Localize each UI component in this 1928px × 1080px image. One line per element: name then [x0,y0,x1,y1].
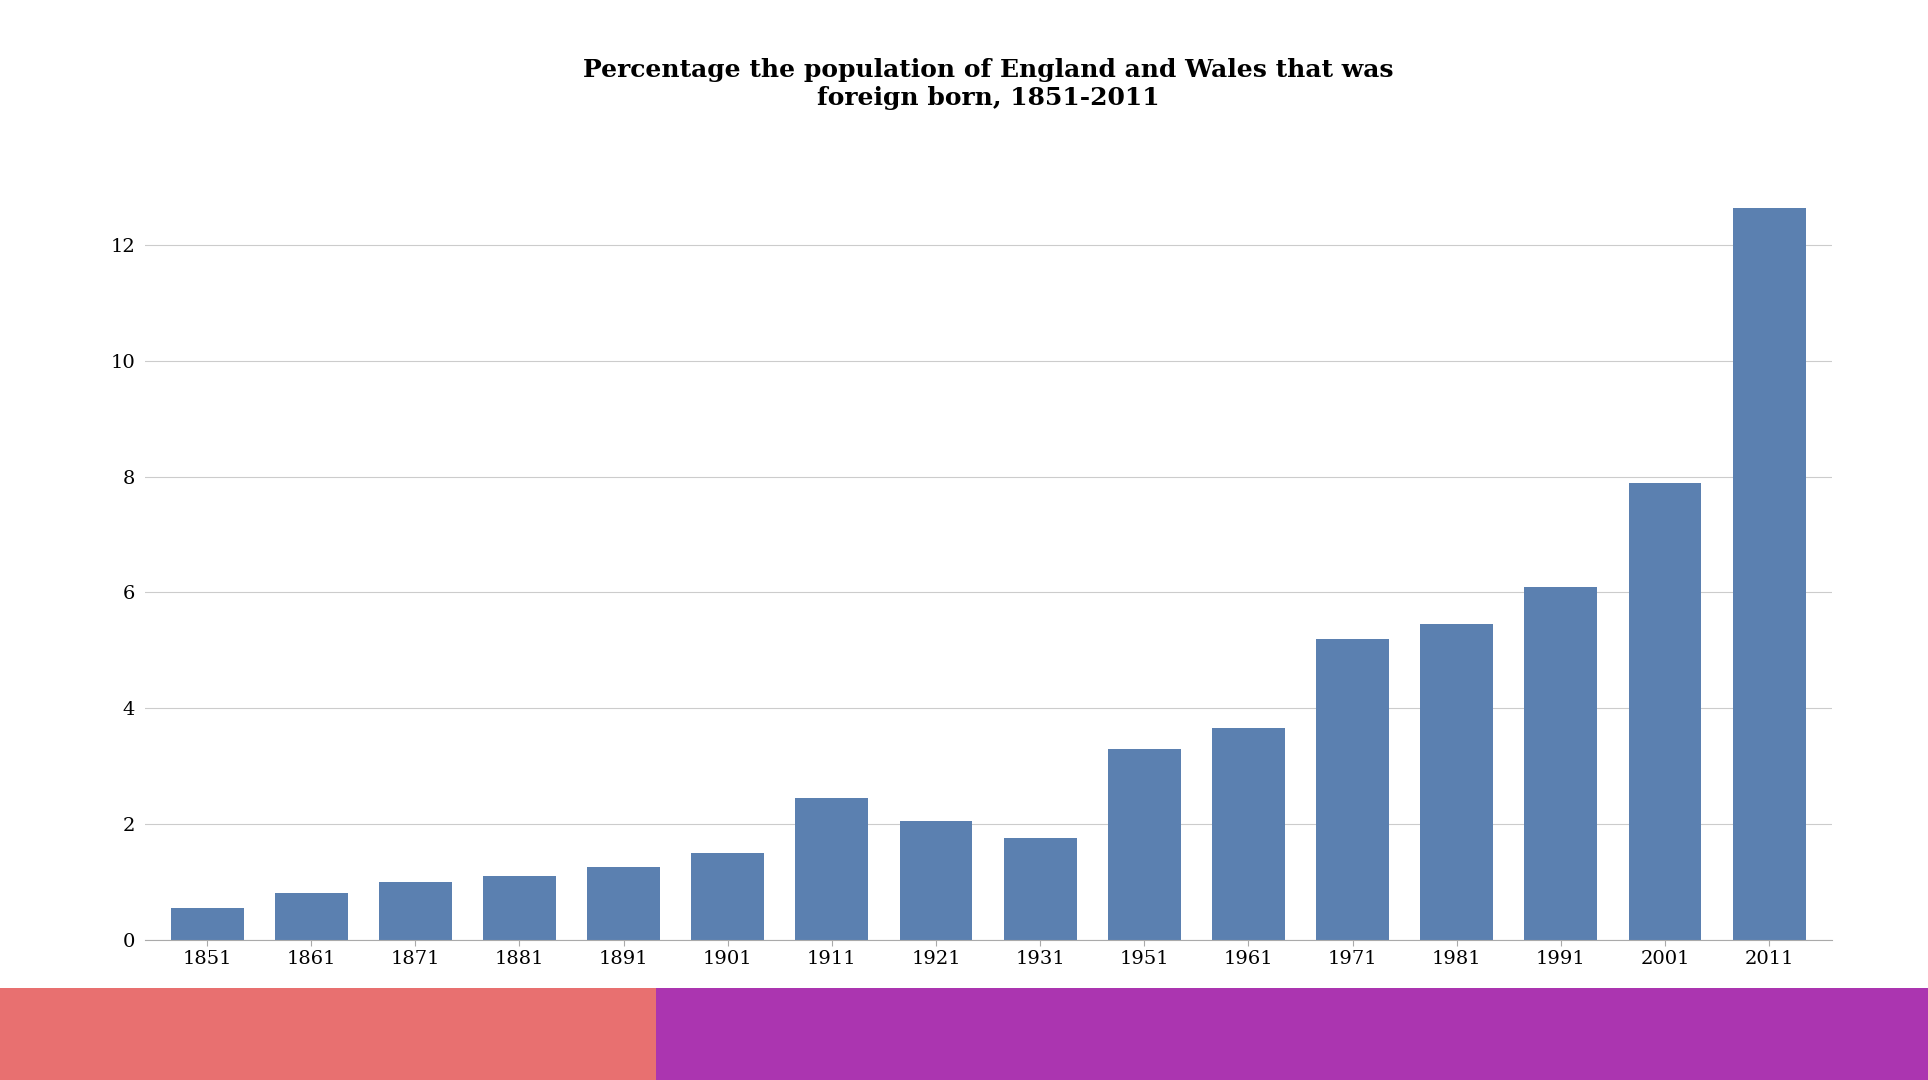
Bar [1004,838,1076,940]
Title: Percentage the population of England and Wales that was
foreign born, 1851-2011: Percentage the population of England and… [582,58,1394,109]
Bar [1525,586,1596,940]
Bar [1733,207,1805,940]
Bar [172,908,243,940]
Bar [1629,483,1700,940]
Bar [1317,638,1388,940]
Bar [380,881,451,940]
Bar [1109,748,1180,940]
Bar [484,876,555,940]
Bar [1213,728,1284,940]
Bar [692,853,763,940]
Bar [900,821,972,940]
Bar [276,893,347,940]
Bar [588,867,659,940]
Bar [796,798,868,940]
Bar [1421,624,1492,940]
